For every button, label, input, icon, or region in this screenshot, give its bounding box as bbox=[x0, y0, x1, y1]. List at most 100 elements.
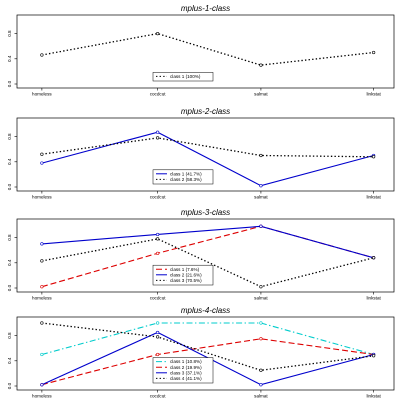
panel-title: mplus-4-class bbox=[181, 306, 230, 315]
legend-entry: class 4 (41.1%) bbox=[170, 376, 202, 381]
legend-entry: class 1 (41.7%) bbox=[170, 171, 202, 176]
panel-1: mplus-1-class 0.0 0.4 0.8 homeless cocdcut sal… bbox=[7, 4, 395, 97]
series-line-class-4 bbox=[41, 322, 374, 371]
y-tick-label: 0.0 bbox=[7, 183, 12, 190]
data-point bbox=[372, 155, 376, 159]
data-point bbox=[259, 368, 263, 372]
panel-title: mplus-1-class bbox=[181, 4, 230, 13]
plot-frame bbox=[16, 218, 395, 293]
data-point bbox=[156, 251, 160, 255]
data-point bbox=[40, 383, 44, 387]
legend-entry: class 2 (19.9%) bbox=[170, 365, 202, 370]
x-tick-label: salmat bbox=[254, 394, 268, 399]
data-point bbox=[40, 152, 44, 156]
panel-title: mplus-3-class bbox=[181, 208, 230, 217]
x-tick-label: salmat bbox=[254, 92, 268, 97]
series-line-class-1 bbox=[41, 322, 374, 356]
data-point bbox=[372, 50, 376, 55]
y-tick-label: 0.8 bbox=[7, 332, 12, 339]
panel-3: mplus-3-class 0.0 0.4 0.8 homeless cocdcut sal… bbox=[7, 208, 395, 301]
y-tick-label: 0.4 bbox=[7, 357, 12, 364]
data-point bbox=[156, 330, 160, 335]
x-tick-label: salmat bbox=[254, 296, 268, 301]
y-tick-label: 0.0 bbox=[7, 284, 12, 291]
legend-box bbox=[152, 169, 214, 185]
data-point bbox=[259, 383, 263, 387]
legend: class 1 (7.6%)class 2 (21.6%)class 3 (70… bbox=[152, 264, 214, 286]
series-line-class-3 bbox=[41, 238, 374, 288]
x-tick-label: homeless bbox=[32, 92, 52, 97]
plot-frame bbox=[16, 117, 395, 192]
y-tick-label: 0.8 bbox=[7, 133, 12, 140]
data-point bbox=[259, 321, 263, 325]
x-tick-label: cocdcut bbox=[150, 92, 167, 97]
x-tick-label: linkstat bbox=[366, 296, 381, 301]
legend-entry: class 3 (70.5%) bbox=[170, 278, 202, 283]
legend-entry: class 2 (21.6%) bbox=[170, 272, 202, 277]
plot-frame bbox=[16, 316, 395, 391]
panel-title: mplus-2-class bbox=[181, 107, 230, 116]
y-tick-label: 0.0 bbox=[7, 80, 12, 87]
data-point bbox=[40, 242, 44, 246]
data-point bbox=[40, 352, 44, 357]
legend: class 1 (41.7%)class 2 (58.3%) bbox=[152, 169, 214, 185]
legend-entry: class 1 (100%) bbox=[170, 74, 201, 79]
data-point bbox=[156, 335, 160, 339]
series-line-class-2 bbox=[41, 338, 374, 386]
data-point bbox=[156, 31, 160, 36]
data-point bbox=[156, 237, 160, 241]
data-point bbox=[259, 153, 263, 158]
legend-box bbox=[152, 357, 214, 384]
series-line-class-1 bbox=[41, 131, 374, 187]
data-point bbox=[156, 130, 160, 134]
x-tick-label: homeless bbox=[32, 394, 52, 399]
x-tick-label: homeless bbox=[32, 296, 52, 301]
data-point bbox=[259, 184, 263, 188]
panel-4: mplus-4-class 0.0 0.4 0.8 homeless cocdcut sal… bbox=[7, 306, 395, 399]
data-point bbox=[259, 224, 263, 228]
x-tick-label: cocdcut bbox=[150, 195, 167, 200]
x-tick-label: cocdcut bbox=[150, 296, 167, 301]
x-tick-label: homeless bbox=[32, 195, 52, 200]
series-line-class-2 bbox=[41, 137, 374, 158]
data-point bbox=[259, 285, 263, 289]
data-point bbox=[40, 259, 44, 263]
legend-box bbox=[152, 72, 214, 82]
data-point bbox=[156, 136, 160, 140]
data-point bbox=[40, 321, 44, 325]
x-tick-label: cocdcut bbox=[150, 394, 167, 399]
data-point bbox=[40, 161, 44, 165]
y-tick-label: 0.4 bbox=[7, 259, 12, 266]
panel-2: mplus-2-class 0.0 0.4 0.8 homeless cocdcut sal… bbox=[7, 107, 395, 200]
data-point bbox=[40, 53, 44, 57]
data-point bbox=[259, 63, 263, 67]
legend-entry: class 1 (7.6%) bbox=[170, 267, 200, 272]
legend: class 1 (100%) bbox=[152, 72, 214, 82]
data-point bbox=[259, 337, 263, 341]
y-tick-label: 0.8 bbox=[7, 234, 12, 241]
legend: class 1 (10.8%)class 2 (19.9%)class 3 (3… bbox=[152, 357, 214, 384]
y-tick-label: 0.0 bbox=[7, 382, 12, 389]
y-tick-label: 0.4 bbox=[7, 158, 12, 165]
y-tick-label: 0.8 bbox=[7, 30, 12, 37]
series-line-class-1 bbox=[41, 225, 374, 288]
data-point bbox=[156, 352, 160, 357]
x-tick-label: linkstat bbox=[366, 394, 381, 399]
plot-frame bbox=[16, 14, 395, 89]
x-tick-label: linkstat bbox=[366, 195, 381, 200]
y-tick-label: 0.4 bbox=[7, 55, 12, 62]
data-point bbox=[40, 285, 44, 289]
legend-entry: class 1 (10.8%) bbox=[170, 359, 202, 364]
data-point bbox=[372, 256, 376, 260]
data-point bbox=[372, 354, 376, 358]
x-tick-label: salmat bbox=[254, 195, 268, 200]
x-tick-label: linkstat bbox=[366, 92, 381, 97]
series-line-class-2 bbox=[41, 225, 374, 259]
legend-entry: class 3 (37.1%) bbox=[170, 370, 202, 375]
data-point bbox=[156, 232, 160, 237]
legend-entry: class 2 (58.3%) bbox=[170, 177, 202, 182]
data-point bbox=[156, 321, 160, 325]
series-line-class-1 bbox=[41, 32, 374, 66]
legend-box bbox=[152, 264, 214, 286]
